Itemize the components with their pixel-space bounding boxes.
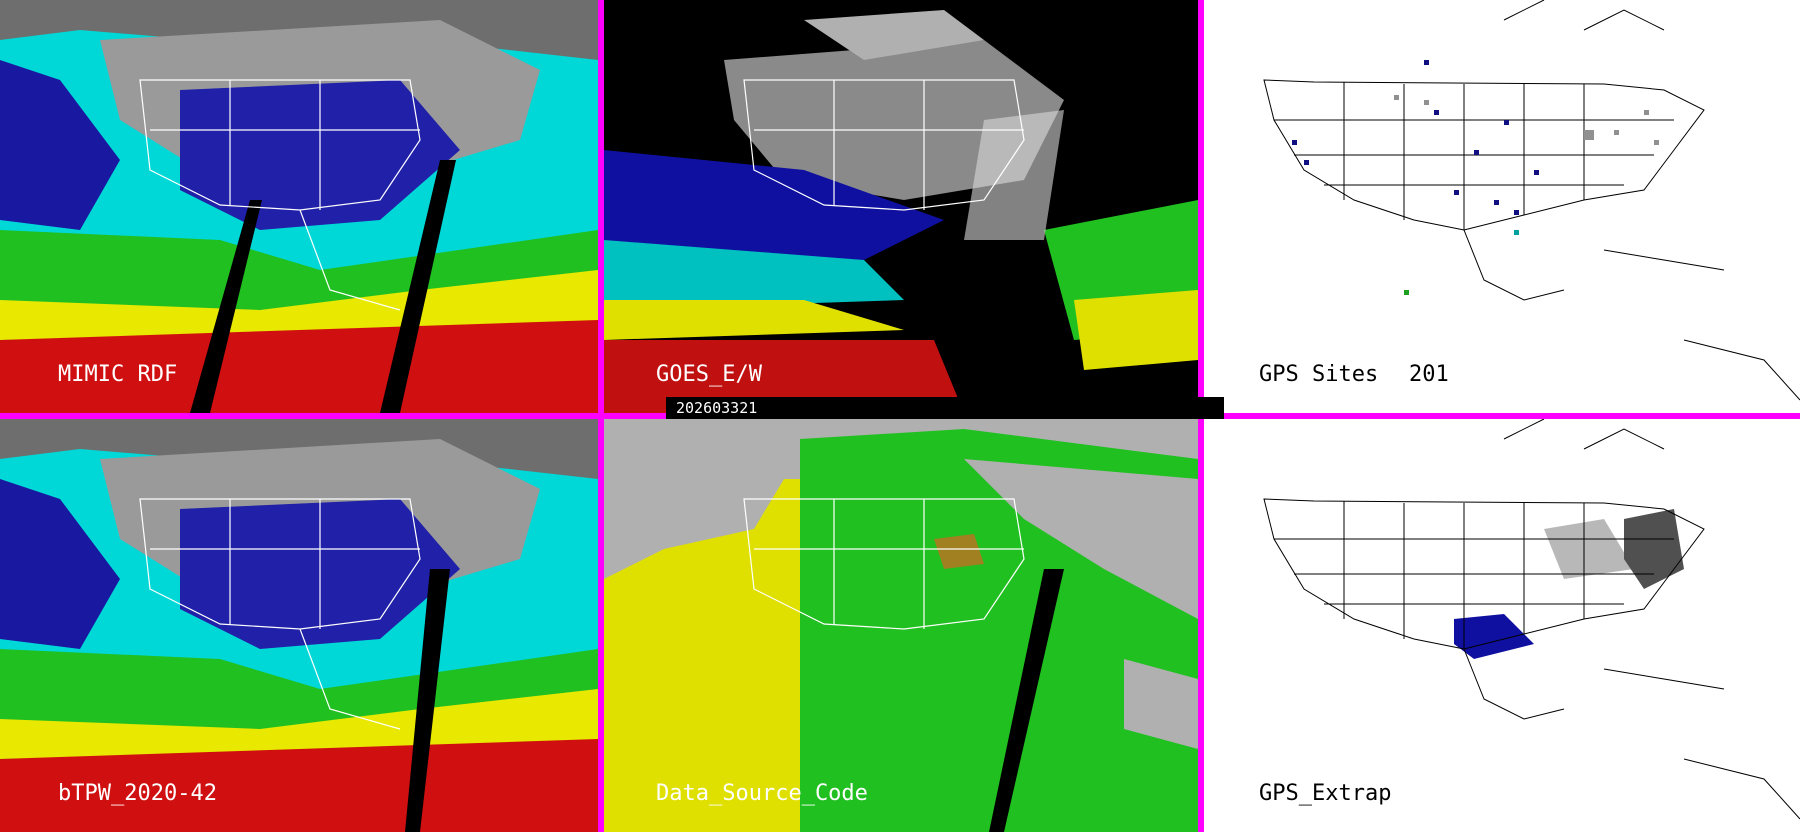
gps-extrap-map	[1204, 419, 1800, 832]
gps-extrap-label: GPS_Extrap	[1259, 781, 1392, 806]
gps-sites-panel: GPS Sites 201	[1204, 0, 1800, 413]
btpw-panel: bTPW_2020-42	[0, 419, 598, 832]
btpw-label: bTPW_2020-42	[58, 781, 217, 806]
mimic-rdf-panel: MIMIC RDF	[0, 0, 598, 413]
gps-sites-label: GPS Sites	[1259, 362, 1379, 387]
data-source-panel: Data_Source_Code	[604, 419, 1198, 832]
goes-label: GOES_E/W	[656, 362, 762, 387]
mimic-rdf-map	[0, 0, 598, 413]
timestamp-bar: 202603321	[666, 397, 1224, 419]
gps-sites-count: 201	[1409, 362, 1449, 387]
gps-sites-map	[1204, 0, 1800, 413]
data-source-label: Data_Source_Code	[656, 781, 868, 806]
data-source-map	[604, 419, 1198, 832]
btpw-map	[0, 419, 598, 832]
gps-extrap-panel: GPS_Extrap	[1204, 419, 1800, 832]
goes-panel: GOES_E/W	[604, 0, 1198, 413]
goes-map	[604, 0, 1198, 413]
mimic-rdf-label: MIMIC RDF	[58, 362, 178, 387]
